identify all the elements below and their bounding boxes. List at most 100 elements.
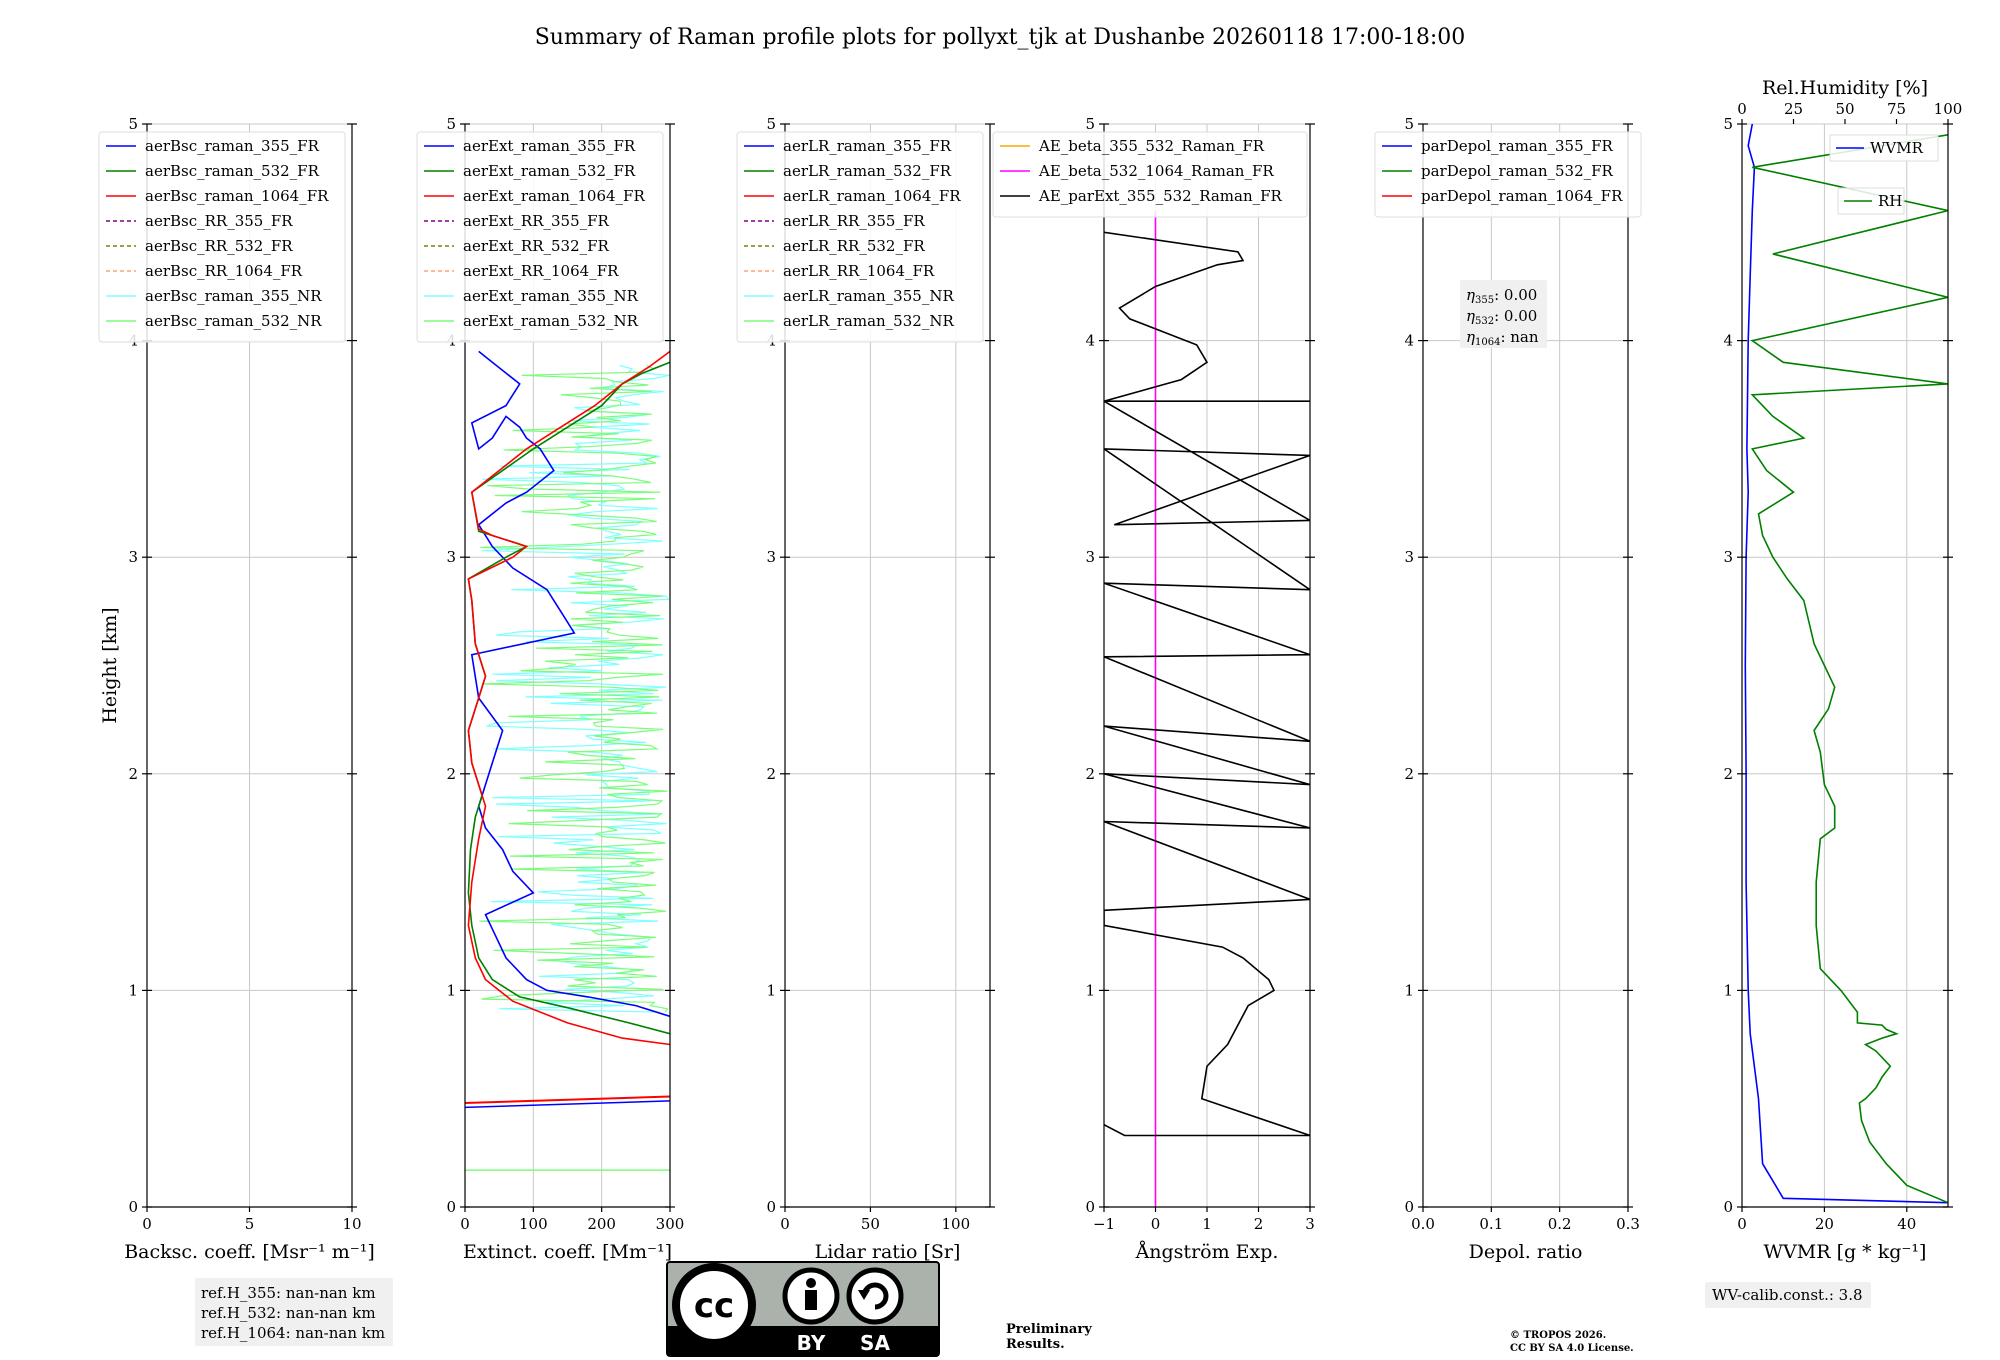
top-x-tick-label: 100 (1934, 100, 1963, 118)
legend-label: parDepol_raman_532_FR (1421, 162, 1614, 180)
x-tick-label: 100 (519, 1215, 548, 1233)
legend-label: aerBsc_raman_532_NR (145, 312, 322, 330)
legend-box (98, 131, 346, 343)
legend-label: AE_beta_532_1064_Raman_FR (1038, 162, 1274, 180)
y-tick-label: 4 (1404, 332, 1414, 350)
legend: WVMR RH (1829, 134, 1939, 215)
x-tick-label: 0 (142, 1215, 152, 1233)
x-tick-label: 40 (1897, 1215, 1916, 1233)
refh-355: ref.H_355: nan-nan km (201, 1284, 376, 1302)
legend-label: RH (1878, 192, 1902, 210)
series-group (1104, 210, 1310, 1207)
x-tick-label: 50 (861, 1215, 880, 1233)
legend: aerLR_raman_355_FR aerLR_raman_532_FR aerL… (736, 131, 984, 343)
sa-share-icon (846, 1267, 904, 1325)
y-tick-label: 2 (1723, 765, 1733, 783)
eta-1064: η1064: nan (1466, 328, 1539, 348)
x-axis-label: Ångström Exp. (1135, 1241, 1279, 1263)
legend-label: aerExt_raman_355_NR (463, 287, 639, 305)
legend-label: parDepol_raman_355_FR (1421, 137, 1614, 155)
y-tick-label: 3 (1404, 548, 1414, 566)
panels: 0123450510Backsc. coeff. [Msr⁻¹ m⁻¹]Heig… (98, 77, 1962, 1263)
x-tick-label: 0 (780, 1215, 790, 1233)
legend-label: aerLR_raman_355_NR (783, 287, 954, 305)
legend-label: aerExt_RR_532_FR (463, 237, 610, 255)
y-tick-label: 3 (128, 548, 138, 566)
refh-532: ref.H_532: nan-nan km (201, 1304, 376, 1322)
legend-box (1374, 131, 1642, 218)
sa-label: SA (860, 1331, 890, 1355)
cc-license-badge: cc BY SA (666, 1261, 940, 1357)
x-tick-label: 200 (587, 1215, 616, 1233)
x-tick-label: 20 (1815, 1215, 1834, 1233)
legend-label: parDepol_raman_1064_FR (1421, 187, 1623, 205)
legend-label: aerBsc_raman_355_NR (145, 287, 322, 305)
y-tick-label: 2 (446, 765, 456, 783)
legend-box (992, 131, 1308, 218)
top-x-tick-label: 50 (1835, 100, 1854, 118)
y-tick-label: 1 (766, 981, 776, 999)
y-tick-label: 1 (128, 981, 138, 999)
wv-calib-text: WV-calib.const.: 3.8 (1712, 1286, 1863, 1304)
wv-calib-box: WV-calib.const.: 3.8 (1705, 1282, 1871, 1308)
x-tick-label: 1 (1202, 1215, 1212, 1233)
series-aerExt_raman_355_FR (470, 350, 670, 1018)
legend-label: aerLR_RR_355_FR (783, 212, 925, 230)
cc-icon-label: cc (694, 1286, 734, 1326)
figure-title: Summary of Raman profile plots for polly… (535, 25, 1466, 50)
y-tick-label: 4 (1085, 332, 1095, 350)
y-tick-label: 2 (128, 765, 138, 783)
legend-label: aerExt_raman_1064_FR (463, 187, 645, 205)
x-axis-label: Lidar ratio [Sr] (815, 1241, 961, 1263)
panel-extinction: 0123450100200300Extinct. coeff. [Mm⁻¹]ae… (416, 115, 685, 1263)
legend-label: aerLR_RR_1064_FR (783, 262, 935, 280)
x-tick-label: 300 (656, 1215, 685, 1233)
legend-label: aerBsc_raman_355_FR (145, 137, 320, 155)
eta-355: η355: 0.00 (1466, 286, 1537, 306)
y-tick-label: 2 (766, 765, 776, 783)
y-tick-label: 0 (1404, 1198, 1414, 1216)
legend: aerExt_raman_355_FR aerExt_raman_532_FRae… (416, 131, 664, 343)
y-tick-label: 0 (1085, 1198, 1095, 1216)
y-tick-label: 3 (1085, 548, 1095, 566)
x-tick-label: 0.0 (1411, 1215, 1435, 1233)
preliminary-line2: Results. (1006, 1337, 1065, 1352)
x-tick-label: 10 (342, 1215, 361, 1233)
y-tick-label: 3 (766, 548, 776, 566)
y-tick-label: 5 (128, 115, 138, 133)
by-label: BY (797, 1331, 826, 1355)
series-aerExt-raman-532-NR (479, 364, 669, 1013)
refh-box: ref.H_355: nan-nan km ref.H_532: nan-nan… (195, 1278, 393, 1346)
legend-label: aerExt_raman_532_NR (463, 312, 639, 330)
x-tick-label: 0 (1151, 1215, 1161, 1233)
legend-label: aerLR_raman_355_FR (783, 137, 952, 155)
legend-label: WVMR (1870, 139, 1924, 157)
series-ext-spike-355 (465, 1100, 670, 1109)
legend-box (736, 131, 984, 343)
x-tick-label: 3 (1305, 1215, 1315, 1233)
y-tick-label: 1 (1404, 981, 1414, 999)
y-tick-label: 5 (1085, 115, 1095, 133)
legend-label: aerBsc_raman_532_FR (145, 162, 320, 180)
eta-532: η532: 0.00 (1466, 307, 1537, 327)
legend-label: AE_parExt_355_532_Raman_FR (1038, 187, 1283, 205)
legend-label: aerLR_raman_532_NR (783, 312, 954, 330)
x-axis-label: Extinct. coeff. [Mm⁻¹] (463, 1241, 672, 1263)
series-RH (1750, 134, 1948, 1204)
x-tick-label: 0.3 (1616, 1215, 1640, 1233)
copyright-line1: © TROPOS 2026. (1510, 1330, 1606, 1341)
panel-lidarratio: 012345050100Lidar ratio [Sr]aerLR_raman_… (736, 115, 995, 1263)
legend-label: aerLR_RR_532_FR (783, 237, 925, 255)
legend-label: aerLR_raman_532_FR (783, 162, 952, 180)
top-axis-label: Rel.Humidity [%] (1762, 77, 1928, 99)
x-axis-label: Backsc. coeff. [Msr⁻¹ m⁻¹] (124, 1241, 375, 1263)
series-group (465, 350, 670, 1171)
y-tick-label: 1 (1723, 981, 1733, 999)
y-tick-label: 5 (766, 115, 776, 133)
series-aerExt_raman_1064_FR (467, 350, 670, 1046)
y-tick-label: 3 (446, 548, 456, 566)
series-AE_parExt_355_532_Raman_FR (1104, 231, 1310, 1137)
